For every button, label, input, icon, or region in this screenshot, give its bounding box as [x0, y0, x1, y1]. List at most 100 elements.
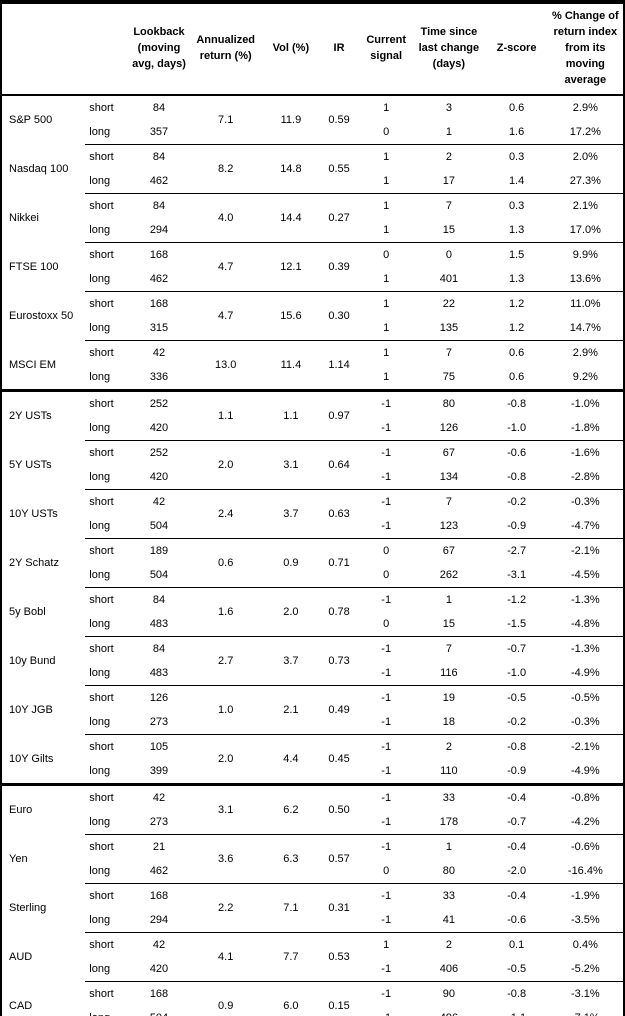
col-header-annualized: Annualized return (%) — [187, 2, 264, 96]
time-since-value: 41 — [442, 913, 455, 926]
asset-name: 10Y Gilts — [9, 752, 54, 765]
time-since-value: 134 — [439, 470, 459, 483]
time-since-value: 15 — [442, 617, 455, 630]
asset-name: Sterling — [9, 901, 47, 914]
table-row: long 273 -1 18 -0.2 -0.3% — [1, 710, 624, 735]
pct-change-value: -1.0% — [547, 389, 624, 416]
signal-value: 0 — [383, 568, 390, 581]
table-row: long 357 0 1 1.6 17.2% — [1, 120, 624, 145]
annualized-return-value: 4.0 — [187, 193, 264, 243]
horizon-label: long — [89, 764, 111, 777]
signal-value: 0 — [383, 864, 390, 877]
annualized-return-value: 13.0 — [187, 340, 264, 391]
horizon-label: short — [85, 587, 131, 612]
signal-value: -1 — [360, 734, 413, 759]
lookback-value: 21 — [130, 834, 188, 859]
z-score-value: -1.0 — [507, 666, 527, 679]
horizon-label: short — [85, 389, 131, 416]
time-since-value: 33 — [412, 783, 486, 810]
lookback-value: 84 — [152, 101, 166, 114]
table-row: long 336 1 75 0.6 9.2% — [1, 365, 624, 391]
pct-change-value: -0.3% — [547, 489, 624, 514]
pct-change-value: -7.1% — [548, 1006, 624, 1016]
horizon-label: short — [85, 489, 131, 514]
table-row: 10Y JGB short 126 1.0 2.1 0.49 -1 19 -0.5 -0.5% — [1, 685, 624, 735]
vol-value: 1.1 — [263, 389, 318, 441]
signal-value: -1 — [360, 685, 413, 710]
pct-change-value: 0.4% — [547, 932, 624, 957]
table-row: 10Y USTs short 42 2.4 3.7 0.63 -1 7 -0.2 -0.3% — [1, 489, 624, 539]
signal-value: -1 — [360, 981, 413, 1006]
z-score-value: -0.2 — [485, 489, 548, 514]
annualized-return-value: 2.7 — [187, 636, 264, 686]
annualized-return-value: 2.4 — [187, 489, 264, 539]
lookback-value: 357 — [149, 125, 169, 138]
lookback-value: 504 — [149, 519, 169, 532]
lookback-value: 84 — [130, 587, 188, 612]
annualized-return-value: 2.0 — [187, 440, 264, 490]
lookback-value: 189 — [130, 538, 188, 563]
time-since-value: 1 — [412, 834, 486, 859]
horizon-label: short — [85, 734, 131, 759]
lookback-value: 420 — [149, 421, 169, 434]
table-row: long 462 1 401 1.3 13.6% — [1, 267, 624, 292]
signal-value: -1 — [360, 783, 413, 810]
ir-value: 0.59 — [328, 113, 350, 126]
vol-value: 6.2 — [263, 783, 318, 835]
horizon-label: short — [85, 340, 131, 365]
asset-name: Yen — [9, 852, 28, 865]
table-row: 10Y Gilts short 105 2.0 4.4 0.45 -1 2 -0.8 -2.1% — [1, 734, 624, 785]
pct-change-value: -4.9% — [570, 666, 600, 679]
horizon-label: long — [89, 864, 111, 877]
signal-value: 0 — [360, 538, 413, 563]
table-row: long 420 -1 126 -1.0 -1.8% — [1, 416, 624, 441]
asset-name: 2Y Schatz — [9, 556, 59, 569]
vol-value: 7.1 — [263, 883, 318, 933]
time-since-value: 67 — [412, 440, 486, 465]
vol-value: 3.1 — [263, 440, 318, 490]
time-since-value: 2 — [412, 144, 486, 169]
signal-value: -1 — [381, 519, 392, 532]
time-since-value: 7 — [412, 636, 486, 661]
col-header-lookback: Lookback (moving avg, days) — [130, 2, 188, 96]
horizon-label: long — [85, 1006, 130, 1016]
table-row: 2Y USTs short 252 1.1 1.1 0.97 -1 80 -0.8 -1.0% — [1, 389, 624, 441]
signal-value: 1 — [360, 144, 413, 169]
z-score-value: -2.0 — [507, 864, 527, 877]
signal-value: -1 — [381, 715, 392, 728]
time-since-value: 262 — [439, 568, 459, 581]
ir-value: 0.71 — [317, 538, 361, 588]
pct-change-value: -0.8% — [547, 783, 624, 810]
lookback-value: 420 — [149, 962, 169, 975]
pct-change-value: -2.1% — [547, 538, 624, 563]
lookback-value: 504 — [130, 1006, 187, 1016]
z-score-value: -0.8 — [485, 389, 548, 416]
lookback-value: 168 — [130, 981, 188, 1006]
z-score-value: -0.5 — [507, 962, 527, 975]
col-header-pct-change: % Change of return index from its moving… — [547, 2, 624, 96]
col-header-time-since: Time since last change (days) — [412, 2, 486, 96]
z-score-value: 1.4 — [508, 174, 525, 187]
annualized-return-value: 0.9 — [187, 981, 264, 1016]
asset-name: Nikkei — [9, 211, 39, 224]
time-since-value: 496 — [412, 1006, 485, 1016]
z-score-value: -0.4 — [485, 783, 548, 810]
vol-value: 15.6 — [263, 291, 318, 341]
pct-change-value: 2.0% — [547, 144, 624, 169]
lookback-value: 42 — [130, 340, 188, 365]
asset-name: 2Y USTs — [1, 389, 86, 441]
asset-name: 10y Bund — [9, 654, 56, 667]
pct-change-value: -0.6% — [547, 834, 624, 859]
z-score-value: -0.6 — [507, 913, 527, 926]
ir-value: 0.50 — [317, 783, 361, 835]
vol-value: 3.7 — [263, 636, 318, 686]
vol-value: 11.9 — [280, 113, 302, 126]
annualized-return-value: 3.1 — [187, 783, 264, 835]
horizon-label: long — [89, 470, 111, 483]
z-score-value: -1.2 — [485, 587, 548, 612]
z-score-value: 1.2 — [485, 291, 548, 316]
horizon-label: long — [89, 223, 111, 236]
horizon-label: short — [89, 101, 114, 114]
time-since-value: 3 — [445, 101, 452, 114]
